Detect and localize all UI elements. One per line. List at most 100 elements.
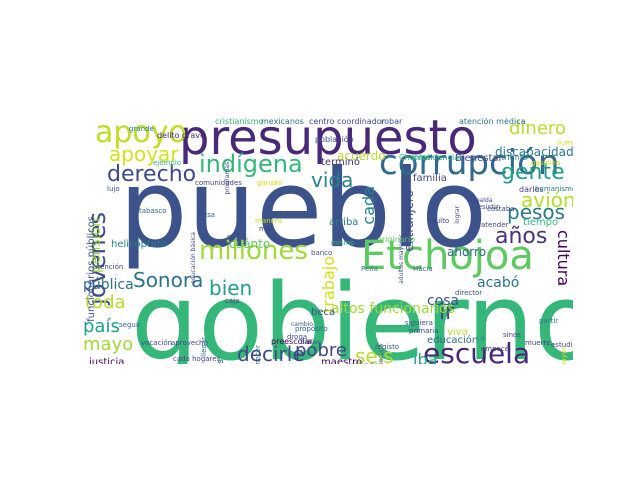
cloud-word: robar <box>381 118 403 126</box>
cloud-word: adulto <box>427 217 450 225</box>
cloud-word: toda <box>85 292 126 313</box>
cloud-word: pesos <box>507 200 566 224</box>
cloud-word: viva <box>447 327 468 338</box>
cloud-word: lujo <box>107 185 120 193</box>
cloud-word: triunfo <box>501 153 528 162</box>
cloud-word: educación básica <box>190 232 197 284</box>
cloud-word: decirle <box>237 342 305 364</box>
cloud-word: partir <box>539 317 559 325</box>
cloud-word: maestro <box>321 357 363 365</box>
cloud-word: presupuesto <box>179 118 477 166</box>
cloud-word: educación <box>427 335 479 346</box>
cloud-word: Sonora <box>133 268 204 292</box>
cloud-word: seis <box>355 344 394 364</box>
cloud-word: población <box>315 135 354 144</box>
cloud-word: Saben <box>301 339 320 346</box>
cloud-word: darles <box>519 185 544 194</box>
cloud-word: cristianismo <box>215 118 264 126</box>
cloud-word: mayo <box>83 334 134 355</box>
cloud-word: Etchojoa <box>361 233 534 279</box>
cloud-word: apoyo <box>95 118 187 150</box>
cloud-word: cultura <box>554 230 573 287</box>
cloud-word: gobierno <box>131 261 573 365</box>
cloud-word: originario <box>377 235 416 244</box>
cloud-word: delito grave <box>157 131 205 140</box>
cloud-word: atender <box>481 221 509 229</box>
cloud-word: país <box>83 316 120 337</box>
cloud-word: llegar <box>200 337 208 357</box>
cloud-word: ganako <box>257 179 283 187</box>
cloud-word: cada <box>359 186 378 225</box>
cloud-word: banco <box>311 249 333 257</box>
cloud-word: director <box>455 289 483 297</box>
cloud-word: empacé <box>481 345 510 353</box>
cloud-word: atención <box>93 263 124 271</box>
cloud-word: altos funcionarios <box>331 301 456 317</box>
cloud-word: preescolar <box>271 337 313 346</box>
cloud-word: atención médica <box>459 118 526 126</box>
cloud-word: ir <box>439 300 455 325</box>
cloud-word: familia <box>413 173 447 184</box>
cloud-word: casa <box>199 211 216 219</box>
cloud-word: acuerdo <box>337 149 386 163</box>
cloud-word: indígena <box>199 150 303 178</box>
cloud-word: mismo <box>331 239 355 247</box>
cloud-word: años <box>495 224 548 249</box>
cloud-word: tabasco <box>139 207 167 215</box>
cloud-word: discapacidad <box>495 145 573 159</box>
cloud-word: muerte <box>525 339 551 347</box>
cloud-word: terminó <box>321 157 360 168</box>
cloud-word: Chantal <box>399 153 430 162</box>
cloud-word: mundo <box>351 362 379 365</box>
cloud-word: droga <box>287 333 308 341</box>
cloud-word: gente <box>501 160 565 185</box>
cloud-word: millones <box>199 236 308 266</box>
cloud-word: fianza <box>227 235 246 242</box>
cloud-word: ahorro <box>447 245 487 259</box>
cloud-word: primaria <box>409 327 439 335</box>
cloud-word: cuánto <box>229 237 271 251</box>
cloud-word: adultos mayores <box>398 234 405 284</box>
cloud-word: vocación <box>141 339 173 347</box>
cloud-word: centro coordinador <box>309 118 385 126</box>
cloud-word: cambio <box>291 321 313 328</box>
cloud-word: bien <box>209 276 253 300</box>
cloud-word: Peña <box>361 265 379 273</box>
cloud-word: pueblo <box>119 147 488 272</box>
cloud-word: beca <box>311 307 336 318</box>
cloud-word: sinos <box>503 331 521 339</box>
cloud-word: grande <box>129 125 154 133</box>
cloud-word: escuela <box>423 337 531 365</box>
cloud-word: mayor <box>560 347 568 364</box>
cloud-word: tiempo <box>523 217 559 228</box>
cloud-word: hacerlo <box>378 344 385 364</box>
cloud-word: conocer <box>254 345 262 364</box>
cloud-word: registo <box>375 343 400 351</box>
cloud-word: cada hogares <box>173 355 221 363</box>
cloud-word: aprovecho <box>171 339 208 347</box>
cloud-word: acabó <box>477 275 520 291</box>
cloud-word: humanismo <box>535 185 573 193</box>
cloud-word: arriba <box>329 217 359 228</box>
cloud-word: lograr <box>454 206 461 224</box>
cloud-word: derecho <box>107 162 197 187</box>
cloud-word: helicóptero <box>111 239 168 250</box>
cloud-word: iba <box>413 350 438 365</box>
cloud-word: mexicanos <box>261 118 304 126</box>
cloud-word: caja <box>225 297 240 305</box>
cloud-word: programas <box>224 162 231 195</box>
cloud-word: estudio <box>551 341 573 349</box>
cloud-word: gasolina <box>531 159 561 167</box>
cloud-word: siguiera <box>405 319 433 327</box>
cloud-word: seguir <box>119 321 141 329</box>
cloud-word: corrupción <box>379 143 560 183</box>
cloud-word: presidencial <box>413 153 462 162</box>
cloud-word: vida <box>311 168 354 192</box>
cloud-word: avión <box>521 188 573 212</box>
cloud-word: cosa <box>427 293 460 309</box>
cloud-word: manera <box>255 217 283 225</box>
cloud-word: ir <box>480 336 487 341</box>
word-cloud: gobierno pueblo presupuesto Etchojoa corrupc… <box>83 118 573 364</box>
cloud-word: costaba <box>487 205 515 213</box>
cloud-word: mal <box>259 225 273 233</box>
